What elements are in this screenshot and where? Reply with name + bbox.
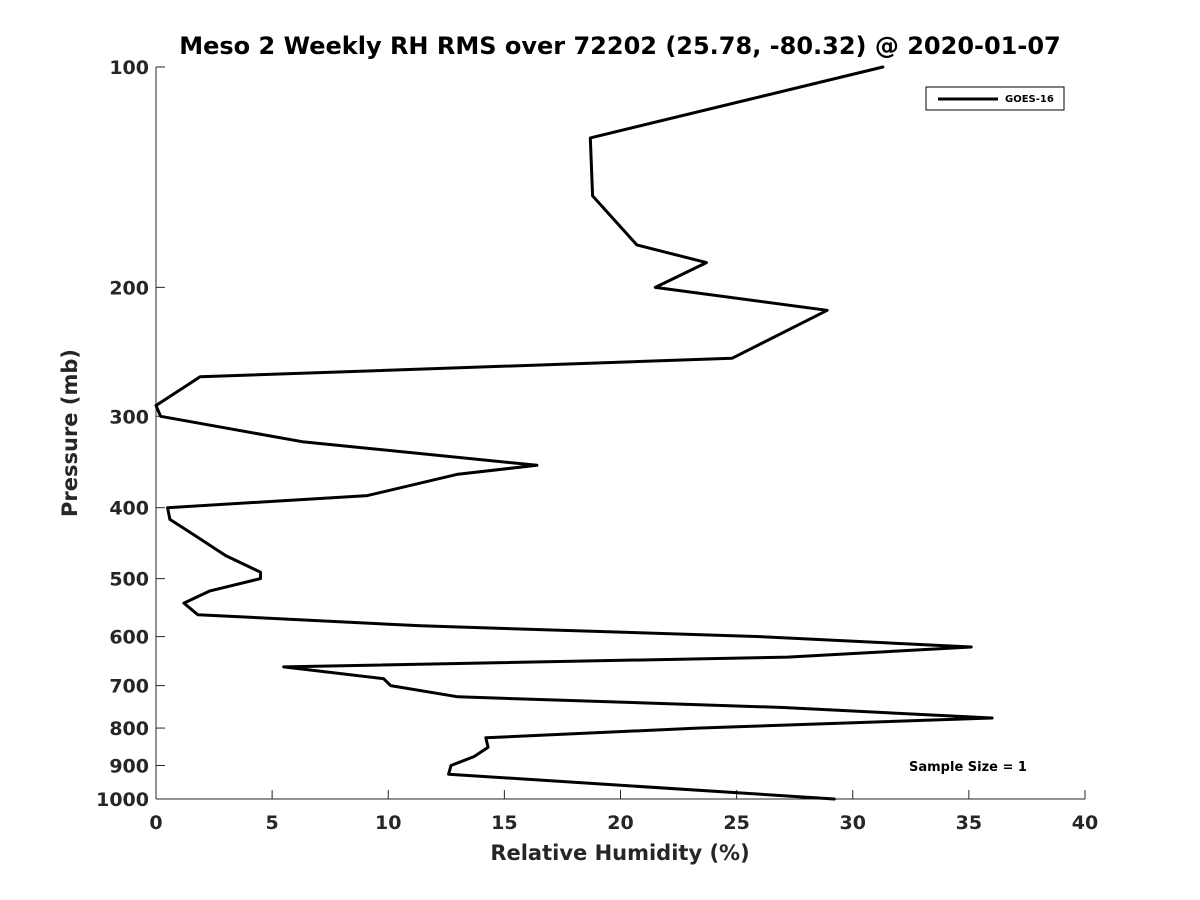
legend-entry-goes-16: GOES-16: [1005, 94, 1054, 105]
y-tick-label: 1000: [96, 789, 149, 811]
series-line-goes-16: [154, 65, 994, 801]
y-axis-label: Pressure (mb): [58, 349, 82, 517]
x-tick-label: 0: [149, 812, 162, 834]
sample-size-annotation: Sample Size = 1: [909, 760, 1027, 775]
y-tick-label: 700: [109, 676, 149, 698]
chart-title: Meso 2 Weekly RH RMS over 72202 (25.78, …: [179, 32, 1061, 60]
y-tick-label: 600: [109, 627, 149, 649]
x-tick-label: 15: [491, 812, 517, 834]
legend: GOES-16: [925, 86, 1065, 111]
x-tick-label: 25: [723, 812, 749, 834]
y-tick-label: 400: [109, 498, 149, 520]
x-axis-label: Relative Humidity (%): [490, 841, 749, 865]
y-tick-label: 500: [109, 569, 149, 591]
y-tick-label: 900: [109, 756, 149, 778]
y-tick-label: 800: [109, 718, 149, 740]
y-tick-label: 300: [109, 406, 149, 428]
x-tick-label: 40: [1072, 812, 1098, 834]
y-tick-label: 100: [109, 57, 149, 79]
x-axis-ticks: 0 5 10 15 20 25 30 35 40: [149, 790, 1098, 834]
x-tick-label: 5: [266, 812, 279, 834]
y-axis-ticks: 100 200 300 400 500 600 700 800 900 1000: [96, 57, 165, 811]
y-tick-label: 200: [109, 277, 149, 299]
x-tick-label: 10: [375, 812, 401, 834]
plot-area: [156, 67, 1085, 799]
x-tick-label: 30: [840, 812, 866, 834]
x-tick-label: 20: [607, 812, 633, 834]
x-tick-label: 35: [956, 812, 982, 834]
